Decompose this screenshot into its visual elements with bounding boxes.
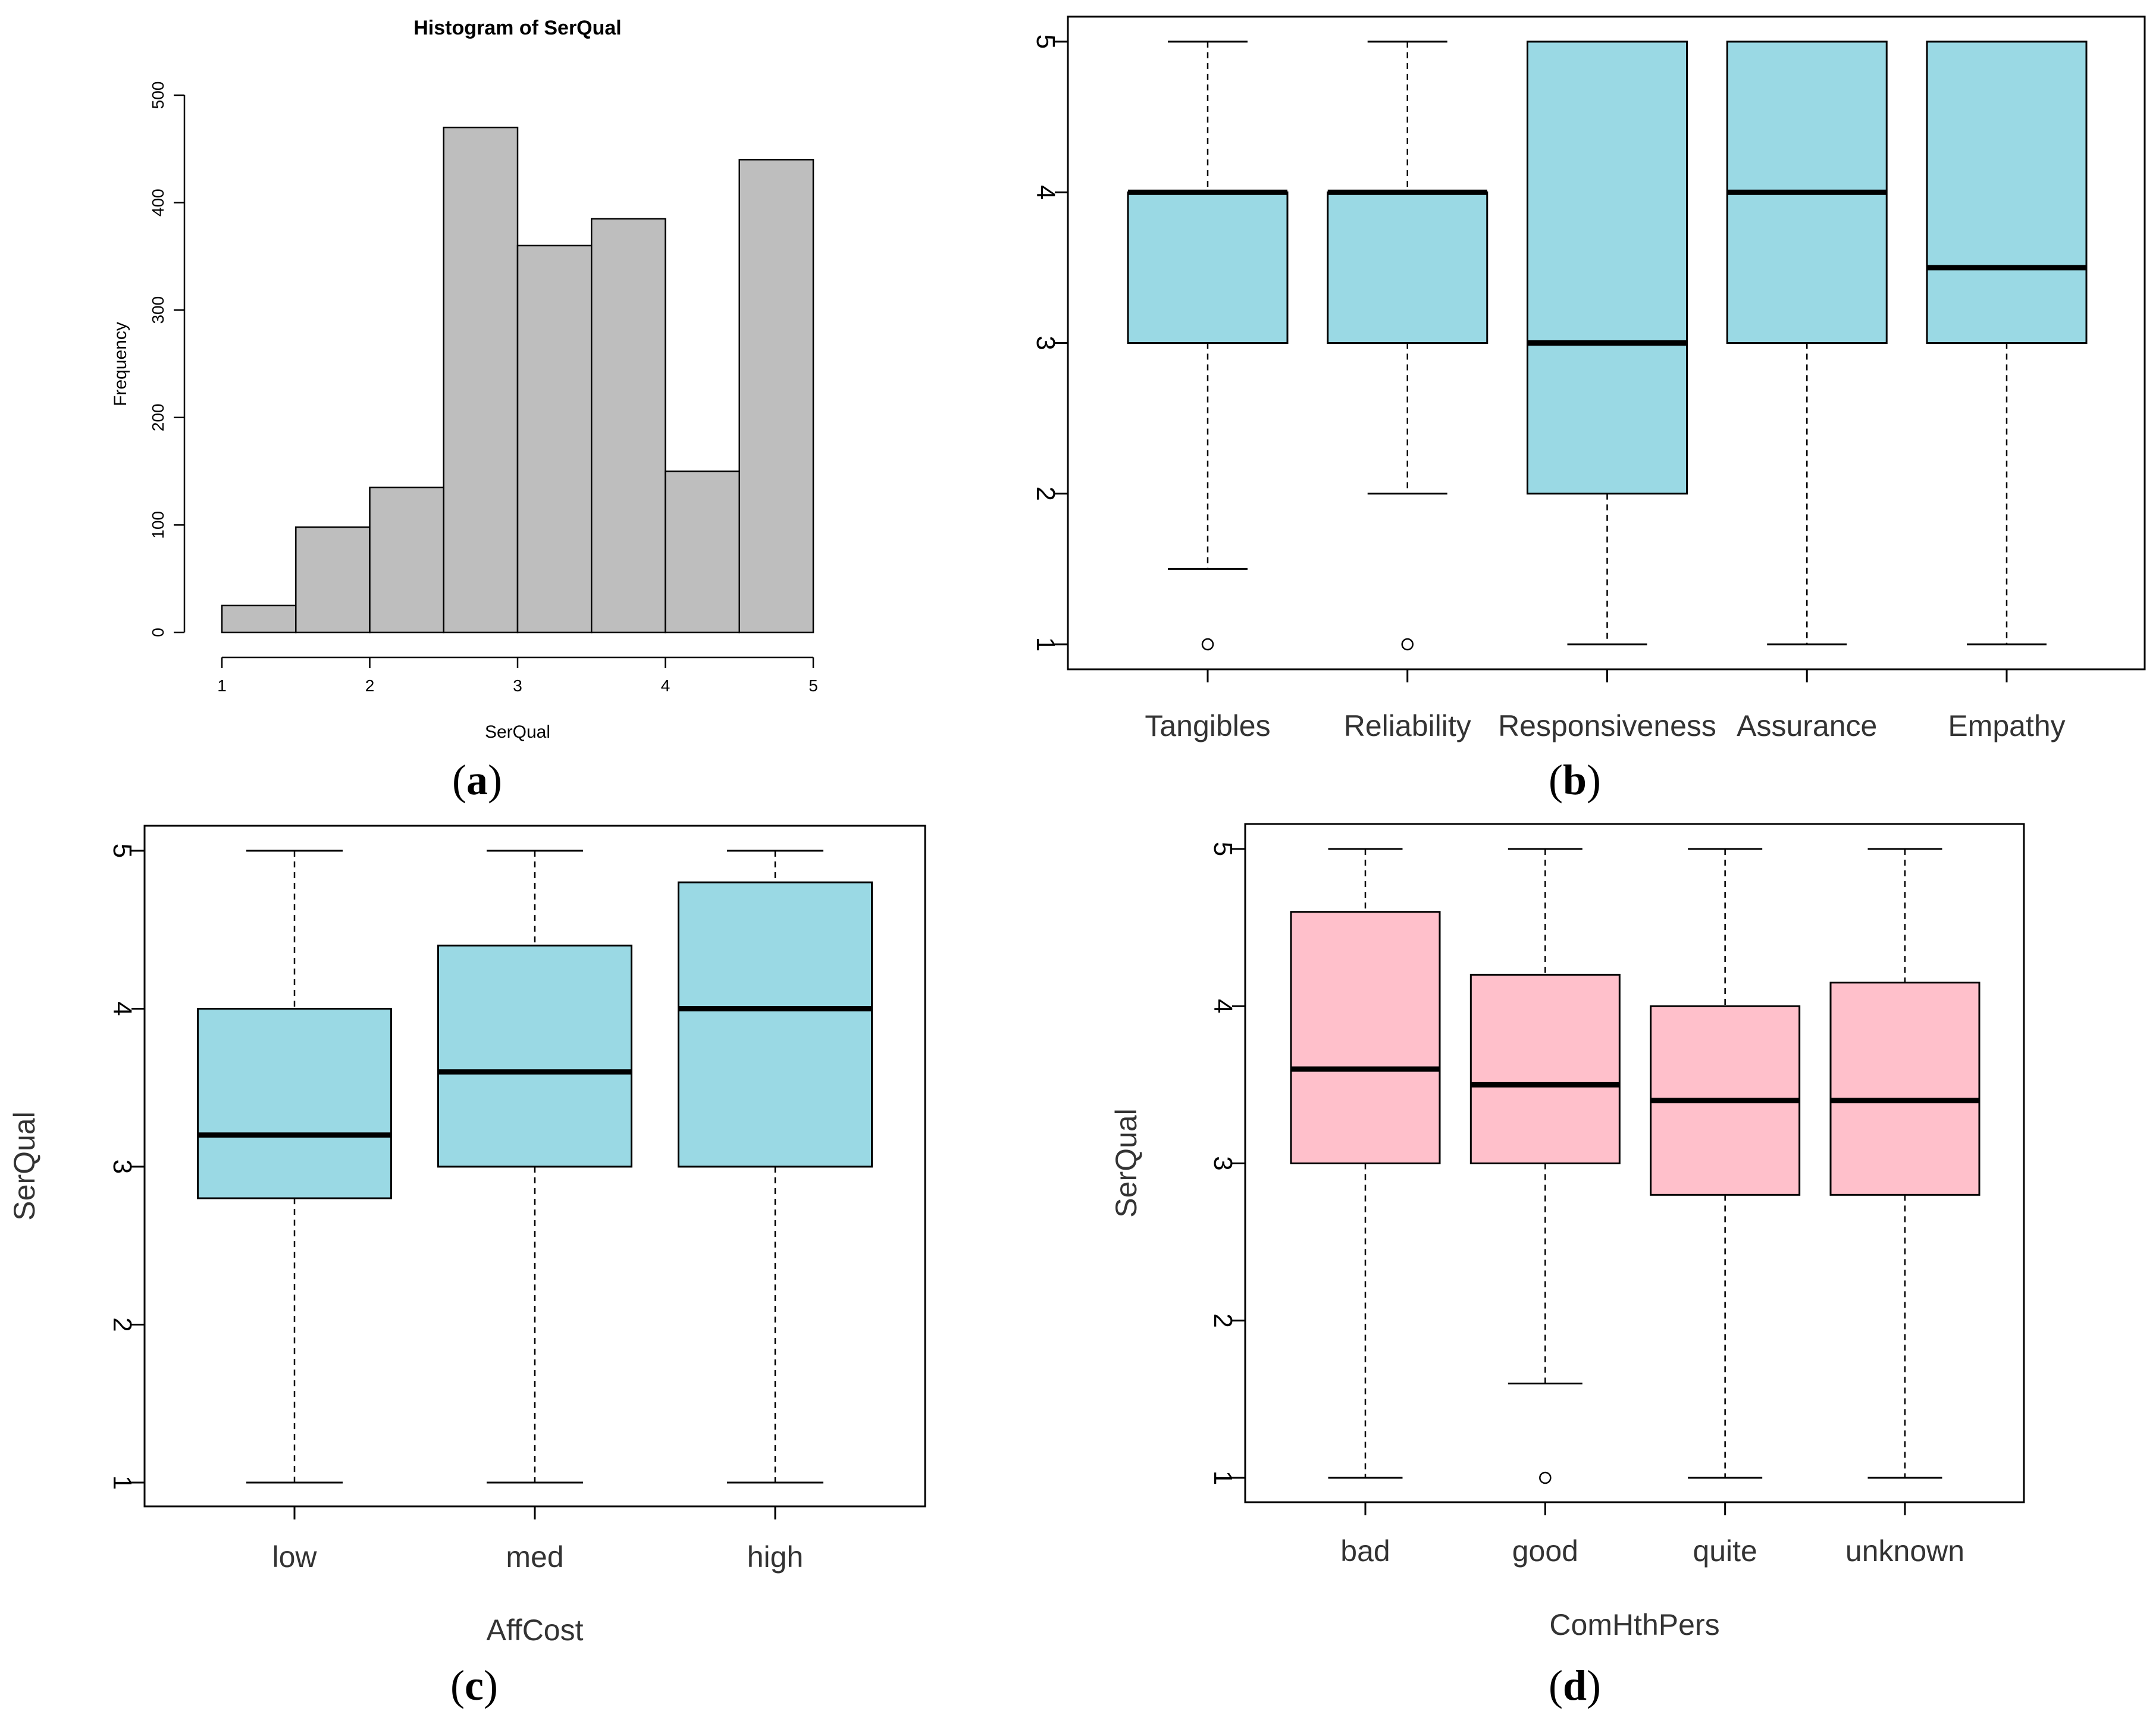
x-tick-label: Empathy xyxy=(1948,709,2065,742)
y-tick-label: 2 xyxy=(1208,1314,1237,1328)
hist-bar xyxy=(443,126,519,634)
box-iqr xyxy=(678,881,873,1168)
y-tick-label: 3 xyxy=(108,1160,137,1174)
outlier-point xyxy=(1539,1471,1552,1484)
y-tick-label: 0 xyxy=(149,628,167,637)
panel-label-a: (a) xyxy=(452,756,502,804)
y-tick-label: 4 xyxy=(1031,185,1060,199)
box-iqr xyxy=(1527,40,1688,495)
x-tick-label: Tangibles xyxy=(1145,709,1270,742)
x-tick-label: med xyxy=(506,1540,563,1574)
x-axis-title: AffCost xyxy=(486,1613,583,1647)
outlier-point xyxy=(1401,638,1414,651)
hist-bar xyxy=(516,245,593,634)
y-tick-label: 200 xyxy=(149,403,167,431)
y-tick-label: 300 xyxy=(149,296,167,324)
x-tick-label: good xyxy=(1512,1534,1578,1568)
x-tick-label: 1 xyxy=(217,676,227,695)
y-tick-label: 3 xyxy=(1208,1156,1237,1170)
hist-bar xyxy=(738,159,814,634)
y-tick-label: 5 xyxy=(108,844,137,858)
x-tick-label: Responsiveness xyxy=(1498,709,1716,742)
box-iqr xyxy=(1290,911,1441,1164)
y-tick-label: 100 xyxy=(149,511,167,539)
outlier-point xyxy=(1201,638,1214,651)
x-tick-label: 2 xyxy=(365,676,375,695)
x-axis-title: ComHthPers xyxy=(1549,1608,1719,1641)
box-iqr xyxy=(1327,191,1488,344)
y-tick-label: 1 xyxy=(108,1475,137,1490)
y-axis-title: Frequency xyxy=(111,322,130,406)
hist-bar xyxy=(221,604,297,634)
box-iqr xyxy=(197,1008,392,1199)
x-tick-label: 4 xyxy=(661,676,670,695)
y-tick-label: 2 xyxy=(1031,487,1060,501)
y-tick-label: 5 xyxy=(1031,35,1060,49)
y-tick-label: 4 xyxy=(1208,999,1237,1013)
hist-bar xyxy=(295,526,371,634)
x-tick-label: low xyxy=(272,1540,317,1574)
hist-title: Histogram of SerQual xyxy=(413,17,622,39)
panel-c-boxplot: 1 2 3 4 5 low med high AffCost SerQual xyxy=(8,825,926,1647)
panel-label-b: (b) xyxy=(1549,756,1601,804)
hist-bar xyxy=(665,470,740,634)
panel-label-c: (c) xyxy=(450,1662,498,1709)
panel-d-boxplot: 1 2 3 4 5 bad good quite unknown ComHthPers SerQua… xyxy=(1110,823,2025,1641)
y-axis-title: SerQual xyxy=(1110,1108,1143,1217)
x-tick-label: quite xyxy=(1693,1534,1757,1568)
x-tick-label: 3 xyxy=(513,676,522,695)
box-iqr xyxy=(437,944,632,1168)
y-tick-label: 5 xyxy=(1208,842,1237,856)
x-axis-title: SerQual xyxy=(485,722,550,742)
y-tick-label: 1 xyxy=(1031,637,1060,651)
y-tick-label: 1 xyxy=(1208,1471,1237,1485)
y-tick-label: 2 xyxy=(108,1317,137,1331)
box-iqr xyxy=(1829,982,1980,1196)
y-tick-label: 4 xyxy=(108,1001,137,1016)
hist-bar xyxy=(369,486,444,634)
y-tick-label: 500 xyxy=(149,82,167,109)
y-axis-title: SerQual xyxy=(8,1111,41,1220)
x-tick-label: bad xyxy=(1340,1534,1390,1568)
panel-label-d: (d) xyxy=(1549,1662,1601,1709)
x-tick-label: unknown xyxy=(1845,1534,1964,1568)
y-tick-label: 3 xyxy=(1031,336,1060,350)
panel-a-histogram: Histogram of SerQual 1 2 3 4 5 0 100 200 300 400 50… xyxy=(111,17,818,742)
y-tick-label: 400 xyxy=(149,189,167,217)
x-tick-label: Reliability xyxy=(1344,709,1471,742)
hist-bar xyxy=(591,218,666,634)
box-iqr xyxy=(1469,973,1621,1165)
x-tick-label: Assurance xyxy=(1737,709,1877,742)
x-tick-label: 5 xyxy=(808,676,818,695)
box-iqr xyxy=(1926,40,2088,344)
box-iqr xyxy=(1127,191,1289,344)
x-tick-label: high xyxy=(747,1540,804,1574)
panel-b-boxplot: 1 2 3 4 5 Tangibles Reliability Responsiveness A… xyxy=(1031,15,2146,742)
